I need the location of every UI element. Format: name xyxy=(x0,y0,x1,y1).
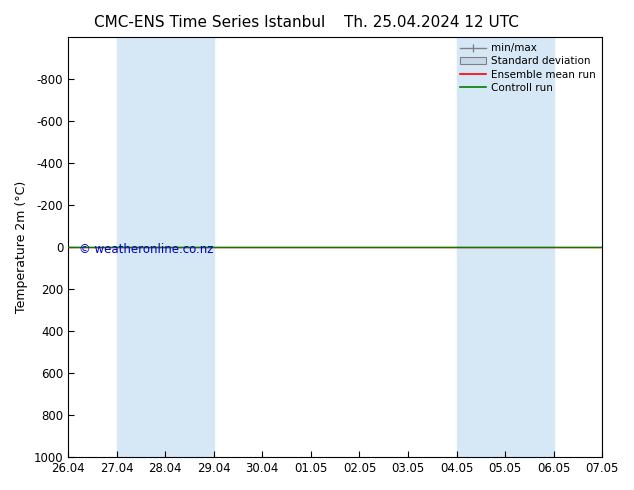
Bar xyxy=(602,37,634,457)
Bar xyxy=(117,37,214,457)
Legend: min/max, Standard deviation, Ensemble mean run, Controll run: min/max, Standard deviation, Ensemble me… xyxy=(456,39,600,97)
Text: © weatheronline.co.nz: © weatheronline.co.nz xyxy=(79,243,213,256)
Y-axis label: Temperature 2m (°C): Temperature 2m (°C) xyxy=(15,181,28,313)
Text: Th. 25.04.2024 12 UTC: Th. 25.04.2024 12 UTC xyxy=(344,15,519,30)
Text: CMC-ENS Time Series Istanbul: CMC-ENS Time Series Istanbul xyxy=(94,15,325,30)
Bar xyxy=(456,37,553,457)
